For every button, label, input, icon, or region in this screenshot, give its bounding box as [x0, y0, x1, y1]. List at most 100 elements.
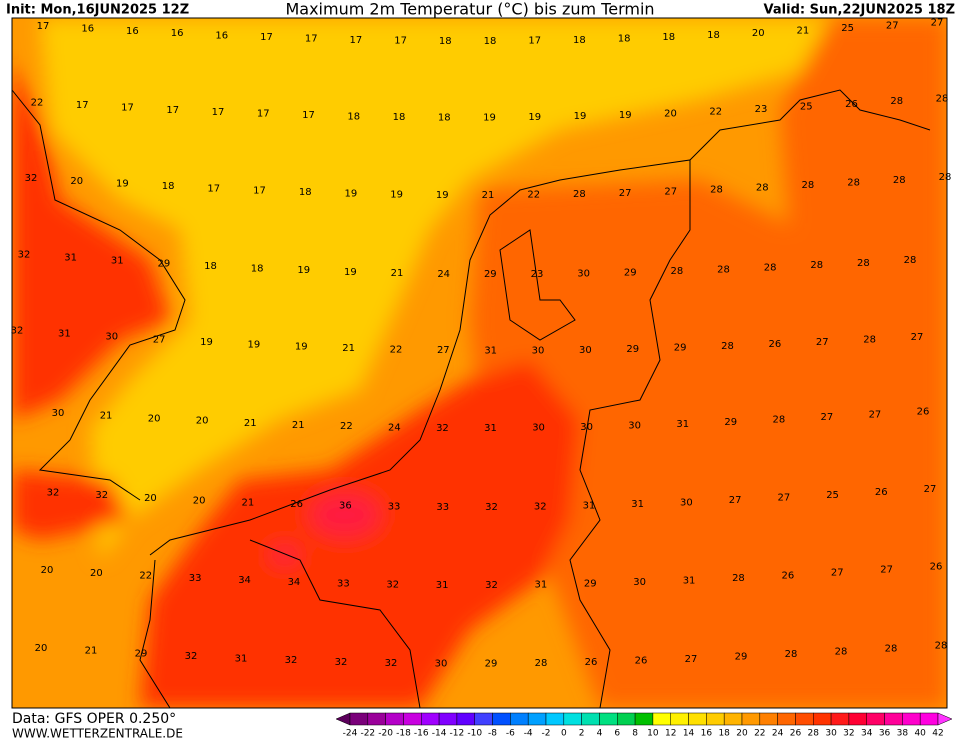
colorbar-box — [349, 712, 369, 726]
colorbar-box — [777, 712, 796, 726]
colorbar-tick-label: 0 — [561, 729, 567, 739]
temperature-label: 30 — [532, 346, 545, 357]
temperature-label: 20 — [196, 416, 209, 427]
temperature-label: 27 — [911, 332, 924, 343]
temperature-label: 22 — [139, 571, 152, 582]
colorbar-box — [456, 712, 475, 726]
colorbar-tick-label: 22 — [754, 729, 765, 739]
colorbar-box — [741, 712, 761, 726]
colorbar-tick-label: -22 — [360, 729, 375, 739]
temperature-label: 28 — [893, 175, 906, 186]
temperature-label: 21 — [391, 268, 404, 279]
temperature-label: 32 — [47, 487, 60, 498]
temperature-label: 18 — [484, 36, 497, 47]
temperature-labels: 17 16 16 16 16 17 17 17 17 18 18 17 18 18 18 18 20 21 25 27… — [11, 18, 952, 670]
temperature-label: 29 — [135, 648, 148, 659]
temperature-label: 20 — [664, 108, 677, 119]
temperature-label: 19 — [297, 265, 310, 276]
temperature-label: 17 — [302, 110, 315, 121]
temperature-label: 32 — [11, 325, 24, 336]
temperature-label: 18 — [347, 111, 360, 122]
temperature-field — [12, 18, 947, 708]
colorbar-tick-label: 32 — [843, 729, 854, 739]
temperature-label: 27 — [664, 186, 677, 197]
colorbar-tick-label: 8 — [632, 729, 638, 739]
colorbar-box — [830, 712, 850, 726]
colorbar-tick-label: 2 — [579, 729, 585, 739]
temperature-label: 28 — [890, 96, 903, 107]
temperature-label: 28 — [810, 260, 823, 271]
temperature-label: 29 — [626, 344, 639, 355]
temperature-label: 28 — [939, 172, 952, 183]
temperature-label: 31 — [484, 423, 497, 434]
colorbar-tick-label: 10 — [647, 729, 659, 739]
temperature-label: 32 — [534, 502, 547, 513]
colorbar-box — [563, 712, 582, 726]
colorbar-tick-label: 6 — [614, 729, 620, 739]
temperature-label: 18 — [162, 181, 175, 192]
temperature-label: 28 — [535, 658, 548, 669]
colorbar-tick-label: -6 — [506, 729, 515, 739]
temperature-label: 28 — [847, 178, 860, 189]
temperature-label: 28 — [772, 415, 785, 426]
temperature-label: 22 — [709, 106, 722, 117]
colorbar-box — [599, 712, 618, 726]
colorbar-tick-label: 28 — [808, 729, 820, 739]
temperature-label: 19 — [390, 189, 403, 200]
map-frame — [11, 17, 948, 709]
temperature-label: 27 — [816, 337, 829, 348]
temperature-label: 20 — [41, 565, 54, 576]
temperature-label: 19 — [247, 339, 260, 350]
temperature-label: 25 — [800, 102, 813, 113]
temperature-label: 29 — [724, 417, 737, 428]
colorbar-arrow-low — [335, 712, 351, 726]
temperature-label: 31 — [676, 419, 689, 430]
temperature-label: 17 — [528, 36, 541, 47]
temperature-label: 34 — [288, 577, 301, 588]
colorbar-tick-label: -2 — [542, 729, 551, 739]
colorbar-tick-label: -14 — [432, 729, 447, 739]
temperature-label: 28 — [756, 182, 769, 193]
temperature-label: 28 — [835, 646, 848, 657]
temperature-label: 21 — [292, 420, 305, 431]
temperature-label: 17 — [37, 21, 50, 32]
temperature-label: 20 — [752, 28, 765, 39]
temperature-label: 30 — [577, 268, 590, 279]
temperature-label: 33 — [388, 501, 401, 512]
temperature-label: 19 — [116, 179, 129, 190]
temperature-label: 16 — [215, 30, 228, 41]
colorbar-box — [385, 712, 404, 726]
temperature-label: 19 — [200, 337, 213, 348]
temperature-label: 28 — [935, 640, 948, 651]
temperature-label: 22 — [31, 98, 44, 109]
temperature-label: 30 — [105, 331, 118, 342]
temperature-label: 32 — [95, 490, 108, 501]
temperature-label: 31 — [235, 653, 248, 664]
temperature-label: 27 — [619, 188, 632, 199]
temperature-label: 30 — [633, 577, 646, 588]
colorbar-arrow-high — [937, 712, 953, 726]
temperature-label: 27 — [685, 654, 698, 665]
temperature-label: 19 — [619, 110, 632, 121]
temperature-label: 19 — [436, 190, 449, 201]
temperature-label: 23 — [755, 104, 768, 115]
temperature-label: 31 — [535, 580, 548, 591]
temperature-label: 21 — [244, 418, 257, 429]
colorbar-box — [866, 712, 885, 726]
temperature-label: 21 — [342, 343, 355, 354]
temperature-label: 22 — [340, 421, 353, 432]
temperature-label: 32 — [485, 502, 498, 513]
temperature-label: 18 — [573, 35, 586, 46]
temperature-label: 30 — [532, 423, 545, 434]
temperature-label: 27 — [437, 345, 450, 356]
colorbar-tick-label: 14 — [683, 729, 695, 739]
temperature-label: 17 — [253, 185, 266, 196]
colorbar-tick-label: 40 — [914, 729, 926, 739]
colorbar-box — [795, 712, 814, 726]
temperature-label: 28 — [764, 262, 777, 273]
temperature-label: 31 — [58, 328, 71, 339]
colorbar-tick-label: 36 — [879, 729, 891, 739]
temperature-label: 30 — [435, 658, 448, 669]
colorbar-box — [367, 712, 386, 726]
